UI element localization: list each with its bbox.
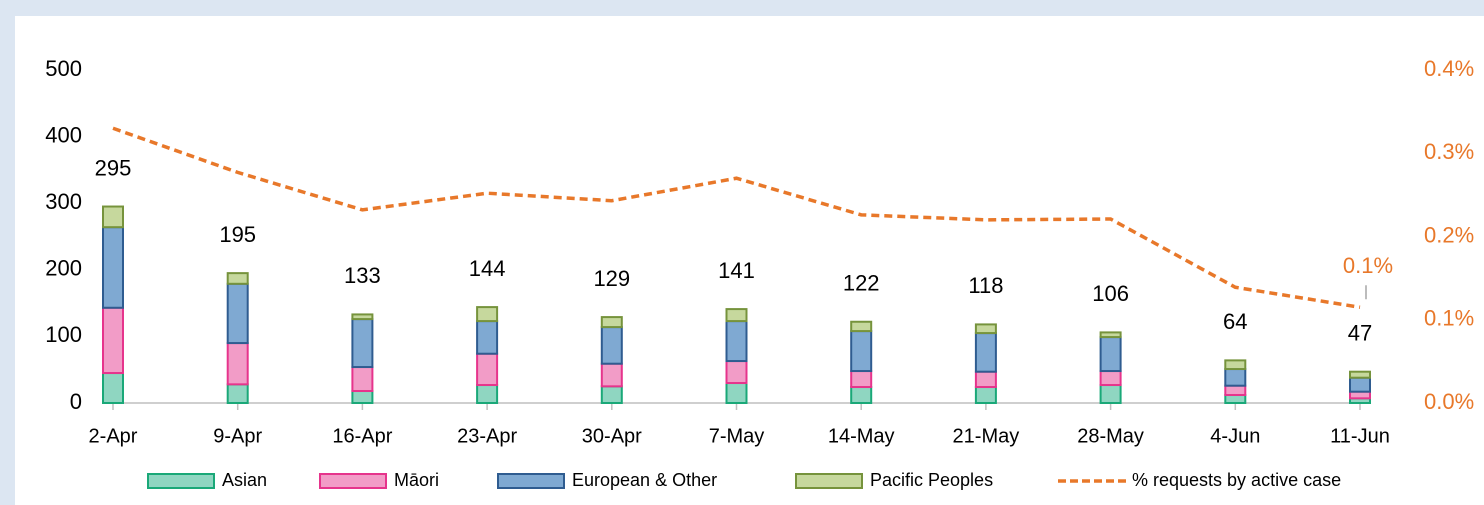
bar-segment — [476, 384, 499, 405]
bar-segment — [850, 370, 873, 389]
y-tick-label: 100 — [45, 322, 82, 347]
bar-segment — [725, 308, 748, 323]
total-label: 118 — [968, 273, 1003, 298]
legend-swatch — [795, 473, 863, 489]
x-tick-label: 16-Apr — [332, 425, 392, 447]
bar-segment — [226, 342, 249, 386]
legend-swatch — [497, 473, 565, 489]
bar-segment — [974, 323, 997, 335]
bar-segment — [226, 272, 249, 285]
bar-segment — [102, 205, 124, 229]
bar-segment — [1099, 384, 1122, 405]
bar-segment — [226, 282, 249, 345]
legend-swatch — [147, 473, 215, 489]
line-series — [112, 126, 1361, 309]
y2-tick-label: 0.4% — [1424, 56, 1474, 81]
bar-segment — [226, 383, 249, 404]
bar-segment — [1224, 368, 1247, 387]
x-tick-label: 30-Apr — [582, 425, 642, 447]
x-tick-label: 7-May — [709, 425, 765, 447]
y-tick-label: 400 — [45, 122, 82, 147]
bar-segment — [600, 316, 623, 329]
total-label: 129 — [593, 266, 630, 291]
legend-label: % requests by active case — [1132, 470, 1341, 490]
bar-segment — [850, 320, 873, 333]
legend-label: European & Other — [572, 470, 717, 490]
bar-segment — [1099, 331, 1122, 339]
total-label: 141 — [718, 258, 755, 283]
total-label: 133 — [344, 263, 381, 288]
chart-panel — [15, 16, 1484, 505]
y2-tick-label: 0.1% — [1424, 306, 1474, 331]
bar-segment — [850, 330, 873, 373]
total-label: 195 — [219, 222, 256, 247]
bar-segment — [974, 370, 997, 389]
bar-segment — [476, 320, 499, 355]
total-label: 47 — [1348, 321, 1372, 346]
total-label: 122 — [843, 271, 880, 296]
bar-segment — [1099, 336, 1122, 373]
x-tick-label: 4-Jun — [1210, 425, 1260, 447]
y-tick-label: 200 — [45, 256, 82, 281]
x-tick-label: 28-May — [1077, 425, 1144, 447]
bar-segment — [600, 385, 623, 405]
bar-segment — [725, 320, 748, 363]
total-label: 295 — [95, 155, 132, 180]
bar-segment — [476, 352, 499, 387]
x-tick-label: 23-Apr — [457, 425, 517, 447]
bar-segment — [600, 362, 623, 388]
bar-segment — [476, 306, 499, 323]
x-tick-label: 9-Apr — [213, 425, 262, 447]
legend-label: Pacific Peoples — [870, 470, 993, 490]
bar-segment — [600, 326, 623, 365]
bar-segment — [1224, 394, 1247, 404]
line-value-label: 0.1% — [1343, 253, 1393, 278]
x-tick-label: 14-May — [828, 425, 895, 447]
y2-tick-label: 0.2% — [1424, 222, 1474, 247]
bar-segment — [351, 390, 374, 404]
bar-segment — [351, 366, 374, 393]
y2-tick-label: 0.0% — [1424, 389, 1474, 414]
bar-segment — [850, 386, 873, 404]
bar-segment — [1349, 370, 1371, 379]
x-tick-label: 2-Apr — [89, 425, 138, 447]
bar-segment — [974, 332, 997, 373]
y2-tick-label: 0.3% — [1424, 139, 1474, 164]
total-label: 106 — [1092, 281, 1129, 306]
bar-segment — [102, 226, 124, 309]
bar-segment — [102, 372, 124, 404]
bar-segment — [351, 313, 374, 321]
bar-segment — [1224, 359, 1247, 371]
bar-segment — [725, 360, 748, 385]
bar-segment — [1349, 376, 1371, 393]
y-tick-label: 0 — [70, 389, 82, 414]
bar-segment — [1099, 370, 1122, 387]
legend-swatch — [319, 473, 387, 489]
total-label: 144 — [469, 256, 506, 281]
y-tick-label: 300 — [45, 189, 82, 214]
legend-label: Māori — [394, 470, 439, 490]
legend-label: Asian — [222, 470, 267, 490]
y-tick-label: 500 — [45, 56, 82, 81]
bar-segment — [1224, 384, 1247, 397]
total-label: 64 — [1223, 309, 1247, 334]
bar-segment — [351, 318, 374, 369]
bar-segment — [102, 306, 124, 375]
bar-segment — [974, 386, 997, 404]
x-tick-label: 11-Jun — [1330, 425, 1390, 447]
x-tick-label: 21-May — [953, 425, 1020, 447]
bar-segment — [725, 382, 748, 404]
